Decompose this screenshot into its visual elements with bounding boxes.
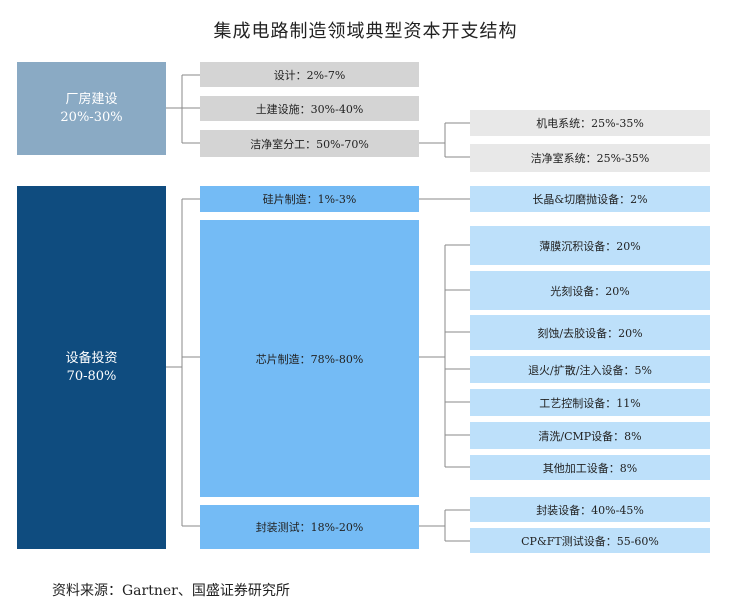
- chip-item-anneal: 退火/扩散/注入设备：5%: [470, 356, 710, 383]
- category-range: 70-80%: [66, 368, 117, 384]
- chip-item-cleaning: 清洗/CMP设备：8%: [470, 422, 710, 449]
- category-range: 20%-30%: [60, 109, 123, 125]
- factory-item-design: 设计：2%-7%: [200, 62, 419, 87]
- chip-item-process-control: 工艺控制设备：11%: [470, 389, 710, 416]
- factory-item-civil: 土建设施：30%-40%: [200, 96, 419, 121]
- cleanroom-item-mep: 机电系统：25%-35%: [470, 110, 710, 136]
- equipment-item-packaging: 封装测试：18%-20%: [200, 505, 419, 549]
- equipment-item-chip: 芯片制造：78%-80%: [200, 220, 419, 497]
- packaging-item-pack: 封装设备：40%-45%: [470, 497, 710, 522]
- chip-item-etch: 刻蚀/去胶设备：20%: [470, 315, 710, 350]
- equipment-item-wafer: 硅片制造：1%-3%: [200, 186, 419, 212]
- source-note: 资料来源：Gartner、国盛证券研究所: [52, 583, 290, 599]
- category-factory-construction: 厂房建设 20%-30%: [17, 62, 166, 155]
- packaging-item-test: CP&FT测试设备：55-60%: [470, 528, 710, 553]
- category-equipment-investment: 设备投资 70-80%: [17, 186, 166, 549]
- factory-item-cleanroom: 洁净室分工：50%-70%: [200, 130, 419, 157]
- cleanroom-item-system: 洁净室系统：25%-35%: [470, 144, 710, 172]
- chip-item-thin-film: 薄膜沉积设备：20%: [470, 226, 710, 265]
- wafer-item-crystal: 长晶&切磨抛设备：2%: [470, 186, 710, 212]
- chip-item-lithography: 光刻设备：20%: [470, 271, 710, 310]
- category-name: 厂房建设: [65, 91, 118, 107]
- chip-item-other: 其他加工设备：8%: [470, 455, 710, 480]
- diagram-title: 集成电路制造领域典型资本开支结构: [213, 21, 518, 42]
- category-name: 设备投资: [65, 350, 118, 366]
